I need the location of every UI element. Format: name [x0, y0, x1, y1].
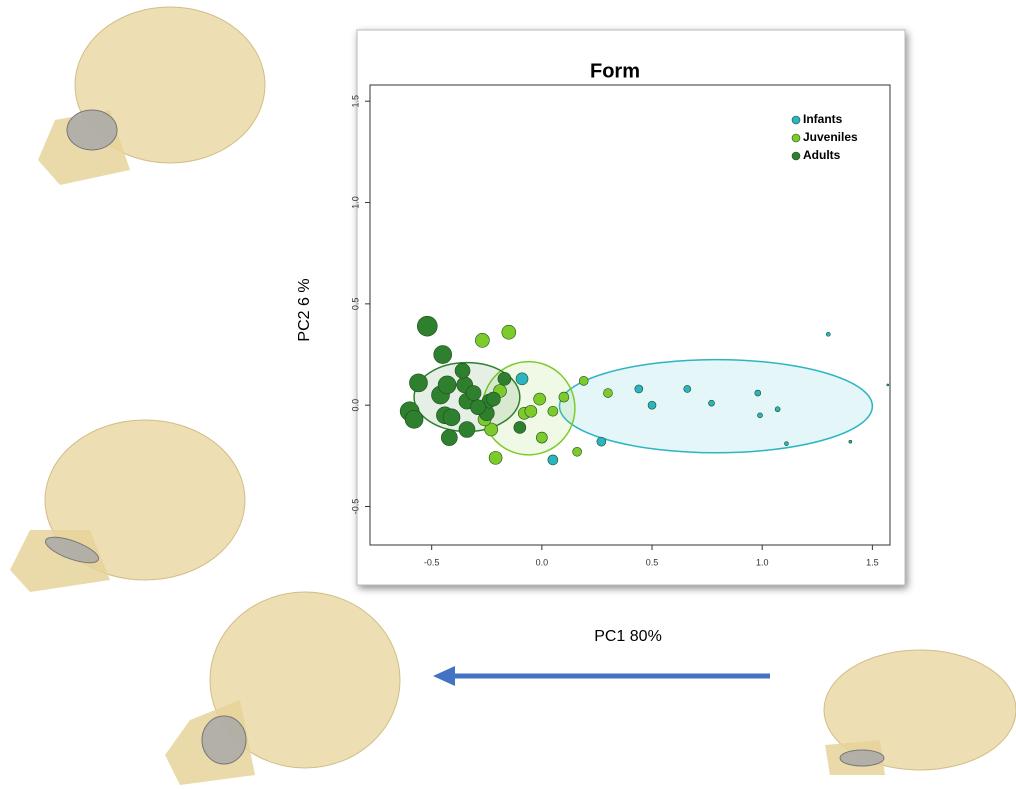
point: [486, 392, 500, 406]
point: [826, 332, 830, 336]
point: [434, 346, 452, 364]
point: [573, 447, 582, 456]
legend-label: Juveniles: [803, 130, 858, 144]
y-tick-label: 1.0: [350, 196, 360, 209]
x-axis-label: PC1 80%: [594, 628, 662, 645]
arrow: [433, 666, 770, 686]
y-tick-label: 0.5: [350, 298, 360, 311]
point: [409, 374, 427, 392]
point: [579, 376, 588, 385]
x-tick-label: 1.5: [866, 557, 879, 567]
point: [475, 333, 489, 347]
point: [548, 455, 558, 465]
point: [459, 421, 475, 437]
y-tick-label: -0.5: [350, 499, 360, 515]
point: [684, 385, 691, 392]
point: [887, 384, 889, 386]
point: [525, 405, 537, 417]
x-tick-label: 0.5: [646, 557, 659, 567]
point: [534, 393, 546, 405]
point: [489, 451, 502, 464]
point: [438, 376, 456, 394]
skull-bottom-middle: [165, 592, 400, 785]
skull-mid-left: [10, 420, 245, 592]
point: [559, 392, 569, 402]
skull-bottom-right: [824, 650, 1016, 775]
point: [466, 386, 481, 401]
y-tick-label: 0.0: [350, 399, 360, 412]
point: [514, 421, 526, 433]
point: [405, 410, 423, 428]
point: [498, 372, 511, 385]
point: [597, 437, 606, 446]
point: [849, 440, 852, 443]
confidence-ellipse: [559, 360, 872, 453]
point: [441, 430, 457, 446]
point: [784, 442, 788, 446]
point: [443, 409, 460, 426]
legend-marker: [792, 134, 800, 142]
legend-marker: [792, 116, 800, 124]
x-tick-label: 0.0: [536, 557, 549, 567]
x-tick-label: 1.0: [756, 557, 769, 567]
legend-label: Infants: [803, 112, 843, 126]
skull-top-left: [38, 7, 265, 185]
x-tick-label: -0.5: [424, 557, 440, 567]
chart-title: Form: [590, 60, 640, 82]
point: [548, 406, 558, 416]
point: [603, 389, 612, 398]
legend-label: Adults: [803, 148, 841, 162]
figure: Form PC1 80% PC2 6 % -0.5 0.0 0.5 1.0 1.5 -0.…: [0, 0, 1016, 789]
point: [709, 400, 715, 406]
point: [536, 432, 547, 443]
point: [417, 316, 437, 336]
y-tick-label: 1.5: [350, 95, 360, 108]
point: [470, 400, 485, 415]
point: [648, 401, 656, 409]
point: [755, 390, 761, 396]
legend-marker: [792, 152, 800, 160]
point: [635, 385, 643, 393]
point: [758, 413, 763, 418]
y-axis-label: PC2 6 %: [296, 278, 313, 341]
point: [455, 363, 470, 378]
point: [502, 325, 516, 339]
point: [516, 373, 528, 385]
point: [775, 407, 780, 412]
